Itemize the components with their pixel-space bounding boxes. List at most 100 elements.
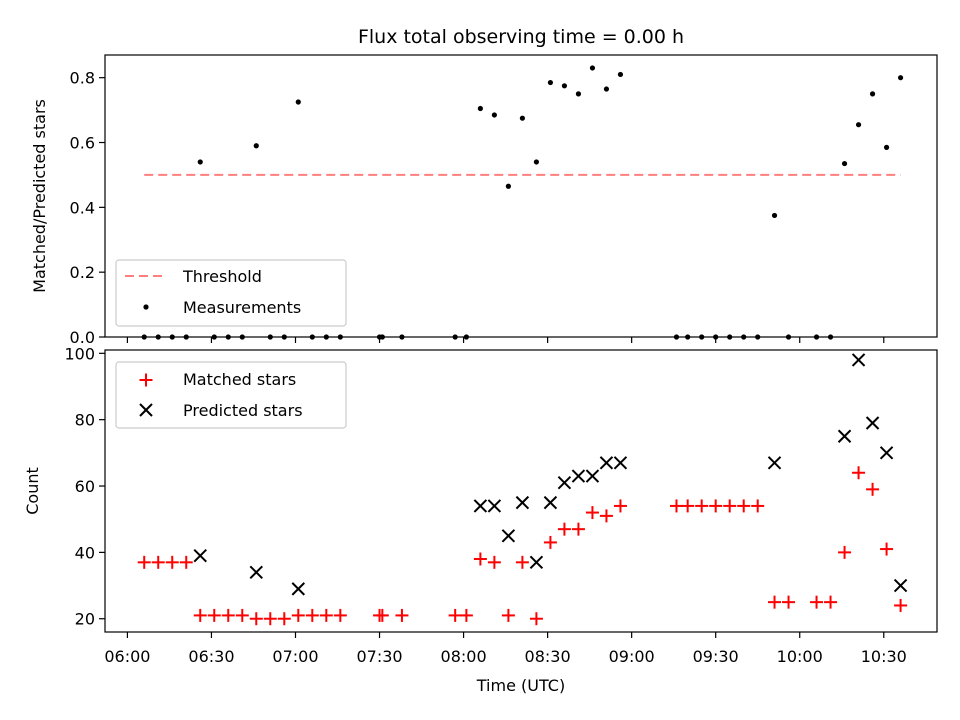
matched-star-point (249, 612, 263, 626)
matched-star-point (207, 608, 221, 622)
measurement-point (617, 71, 624, 78)
measurement-point (589, 65, 596, 71)
ratio-legend: Threshold Measurements (115, 259, 347, 327)
count-y-tick-label: 20 (75, 610, 95, 629)
measurement-point (253, 143, 259, 149)
predicted-star-mark (585, 469, 600, 483)
count-y-tick-label: 60 (75, 477, 95, 496)
matched-star-point (333, 608, 347, 622)
matched-star-point (824, 595, 838, 609)
predicted-star-point (571, 469, 586, 483)
predicted-star-point (487, 499, 502, 513)
matched-star-point (782, 595, 796, 609)
matched-star-point (319, 608, 333, 622)
legend-matched-label: Matched stars (183, 370, 296, 389)
predicted-star-mark (501, 529, 516, 543)
measurement-point (869, 91, 876, 97)
predicted-star-mark (893, 578, 908, 593)
predicted-star-point (613, 456, 628, 470)
matched-star-point (151, 555, 165, 569)
matched-star-point (501, 608, 515, 622)
legend-predicted-label: Predicted stars (183, 401, 303, 420)
predicted-star-point (529, 555, 544, 570)
x-tick-label: 07:30 (356, 647, 402, 666)
x-tick-label: 09:30 (693, 647, 739, 666)
legend-measurements-swatch (143, 304, 149, 310)
count-legend-box (115, 361, 347, 429)
matched-star-point (709, 499, 723, 513)
matched-star-point (235, 608, 249, 622)
measurement-point (897, 75, 904, 81)
predicted-star-mark (851, 353, 866, 367)
matched-star-points (137, 466, 908, 626)
matched-star-point (165, 555, 179, 569)
predicted-star-point (193, 548, 207, 563)
matched-star-point (838, 545, 852, 559)
matched-star-point (487, 555, 501, 569)
measurement-point (883, 144, 890, 150)
predicted-star-point (543, 495, 558, 510)
matched-star-point (810, 595, 824, 609)
predicted-star-mark (879, 446, 894, 460)
ratio-legend-box (115, 259, 347, 327)
legend-measurements-label: Measurements (183, 298, 301, 317)
matched-star-point (543, 535, 557, 549)
x-tick-label: 09:00 (609, 647, 655, 666)
x-tick-label: 10:30 (861, 647, 907, 666)
matched-star-point (880, 542, 894, 556)
measurement-point (603, 86, 610, 92)
chart-title: Flux total observing time = 0.00 h (358, 26, 684, 48)
ratio-panel: 0.00.20.40.60.8 Matched/Predicted stars … (30, 54, 938, 347)
measurement-point (519, 115, 526, 121)
predicted-star-mark (543, 495, 558, 510)
matched-star-point (291, 608, 305, 622)
matched-star-point (459, 608, 473, 622)
legend-threshold-label: Threshold (182, 267, 262, 286)
measurement-point (197, 159, 203, 165)
matched-star-point (723, 499, 737, 513)
predicted-star-mark (837, 429, 852, 443)
ratio-y-tick-label: 0.4 (70, 198, 95, 217)
measurement-point (491, 112, 497, 118)
measurement-point (561, 83, 568, 89)
matched-star-point (137, 555, 151, 569)
matched-star-point (179, 555, 193, 569)
x-axis-label: Time (UTC) (476, 676, 565, 695)
measurement-point (771, 212, 778, 219)
predicted-star-mark (613, 456, 628, 470)
predicted-star-mark (865, 416, 880, 430)
predicted-star-mark (291, 582, 306, 596)
predicted-star-point (515, 495, 530, 510)
x-tick-label: 06:00 (104, 647, 150, 666)
measurement-point (547, 79, 554, 86)
count-panel: 20 40 60 80 100 06:00 06:30 07:00 07:30 08:00 08:… (23, 344, 938, 695)
predicted-star-point (837, 429, 852, 443)
matched-star-point (515, 555, 529, 569)
predicted-star-point (291, 582, 306, 596)
predicted-star-mark (571, 469, 586, 483)
matched-star-point (375, 608, 389, 622)
measurement-point (533, 159, 540, 165)
matched-star-point (613, 499, 627, 513)
count-y-axis-label: Count (23, 467, 42, 515)
measurement-point (575, 91, 582, 97)
matched-star-point (768, 595, 782, 609)
predicted-star-mark (249, 565, 263, 579)
predicted-star-point (893, 578, 908, 593)
predicted-star-mark (557, 475, 572, 490)
measurement-point (505, 183, 511, 189)
measurement-point (477, 105, 483, 112)
predicted-star-points (193, 353, 908, 596)
predicted-star-point (879, 446, 894, 460)
predicted-star-mark (193, 548, 207, 563)
x-tick-label: 07:00 (272, 647, 318, 666)
count-y-tick-label: 100 (64, 344, 95, 363)
matched-star-point (852, 466, 866, 480)
matched-star-point (599, 509, 613, 523)
ratio-y-tick-label: 0.6 (70, 134, 95, 153)
predicted-star-point (585, 469, 600, 483)
predicted-star-point (599, 456, 614, 470)
count-y-tick-label: 80 (75, 411, 95, 430)
measurement-point (855, 122, 862, 128)
matched-star-point (221, 608, 235, 622)
